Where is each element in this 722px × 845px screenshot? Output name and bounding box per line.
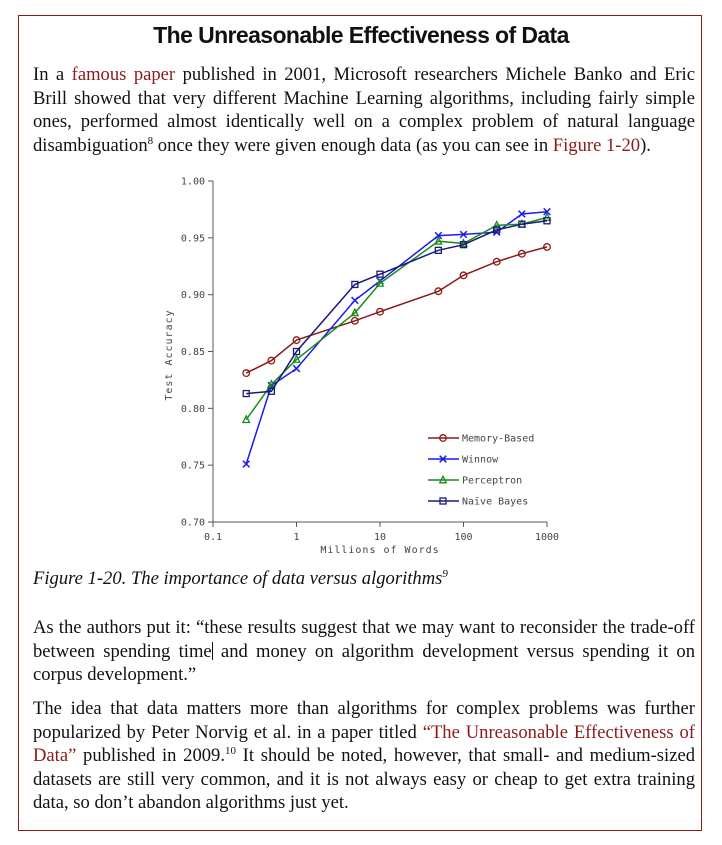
caption-text: Figure 1-20. The importance of data vers… [33,568,443,589]
norvig-paragraph: The idea that data matters more than alg… [33,697,695,815]
quote-text-end: and money on algorithm development versu… [33,640,695,686]
intro-text-middle: published in 2001, Microsoft researchers… [33,64,695,156]
figure-caption: Figure 1-20. The importance of data vers… [33,568,448,590]
sidebar-title: The Unreasonable Effectiveness of Data [153,22,569,48]
quote-text-start: As the authors put it: “these results su… [33,617,695,662]
footnote-8[interactable]: 8 [147,134,154,147]
footnote-10[interactable]: 10 [225,744,236,757]
norvig-text-middle: published in 2009. [76,745,225,766]
norvig-text-end: It should be noted, however, that small-… [33,745,695,813]
quote-paragraph: As the authors put it: “these results su… [33,616,695,687]
norvig-text-start: The idea that data matters more than alg… [33,698,695,743]
unreasonable-effectiveness-link[interactable]: “The Unreasonable Effectiveness of Data” [33,721,695,767]
sidebar-box [18,15,702,831]
intro-text-close: ). [640,134,651,156]
figure-ref-link[interactable]: Figure 1-20 [552,134,641,156]
intro-text-start: In a [33,64,72,85]
famous-paper-link[interactable]: famous paper [71,64,176,85]
text-cursor [211,641,213,660]
intro-text-end: once they were given enough data (as you… [153,134,553,156]
intro-paragraph: In a famous paper published in 2001, Mic… [33,63,695,157]
footnote-9[interactable]: 9 [442,567,448,580]
